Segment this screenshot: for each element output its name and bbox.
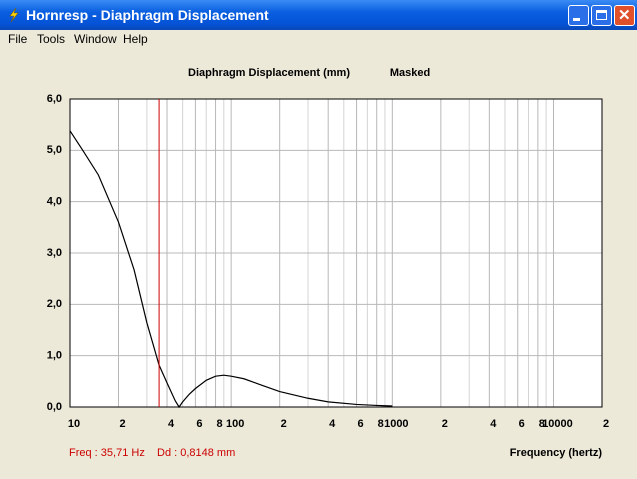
menu-item[interactable]: Help bbox=[123, 32, 148, 46]
x-tick-label: 8 bbox=[539, 418, 545, 430]
window-title: Hornresp - Diaphragm Displacement bbox=[26, 7, 269, 23]
x-tick-label: 4 bbox=[168, 418, 175, 430]
y-tick-label: 5,0 bbox=[47, 144, 62, 156]
close-button[interactable]: ✕ bbox=[614, 5, 635, 26]
x-tick-label: 1000 bbox=[384, 418, 408, 430]
chart-subtitle: Masked bbox=[390, 67, 430, 79]
menu-item[interactable]: File bbox=[8, 32, 28, 46]
menu-item[interactable]: Window bbox=[74, 32, 117, 46]
x-tick-label: 4 bbox=[490, 418, 497, 430]
x-tick-label: 8 bbox=[216, 418, 222, 430]
y-tick-label: 3,0 bbox=[47, 247, 62, 259]
y-tick-label: 1,0 bbox=[47, 350, 62, 362]
x-tick-label: 2 bbox=[281, 418, 287, 430]
x-tick-label: 6 bbox=[519, 418, 525, 430]
cursor-frequency: Freq : 35,71 Hz bbox=[69, 447, 145, 459]
chart: Diaphragm Displacement (mm) Masked Frequ… bbox=[47, 67, 609, 459]
x-tick-label: 2 bbox=[119, 418, 125, 430]
y-tick-label: 4,0 bbox=[47, 196, 62, 208]
x-tick-label: 4 bbox=[329, 418, 336, 430]
x-tick-label: 2 bbox=[442, 418, 448, 430]
y-tick-label: 6,0 bbox=[47, 93, 62, 105]
title-bar: Hornresp - Diaphragm Displacement ✕ bbox=[0, 0, 637, 30]
menu-bar: File Tools Window Help bbox=[0, 30, 637, 48]
x-tick-label: 10000 bbox=[542, 418, 573, 430]
x-tick-label: 2 bbox=[603, 418, 609, 430]
x-tick-label: 10 bbox=[68, 418, 80, 430]
x-axis-label: Frequency (hertz) bbox=[510, 447, 603, 459]
x-tick-label: 6 bbox=[358, 418, 364, 430]
y-tick-label: 2,0 bbox=[47, 298, 62, 310]
y-tick-label: 0,0 bbox=[47, 401, 62, 413]
data-line bbox=[69, 130, 393, 409]
x-tick-label: 6 bbox=[196, 418, 202, 430]
app-icon bbox=[9, 7, 19, 23]
cursor-displacement: Dd : 0,8148 mm bbox=[157, 447, 235, 459]
plot-border bbox=[69, 98, 603, 408]
x-tick-label: 8 bbox=[378, 418, 384, 430]
maximize-button[interactable] bbox=[591, 5, 612, 26]
minimize-button[interactable] bbox=[568, 5, 589, 26]
x-tick-label: 100 bbox=[226, 418, 244, 430]
chart-title: Diaphragm Displacement (mm) bbox=[188, 67, 350, 79]
menu-item[interactable]: Tools bbox=[37, 32, 66, 46]
